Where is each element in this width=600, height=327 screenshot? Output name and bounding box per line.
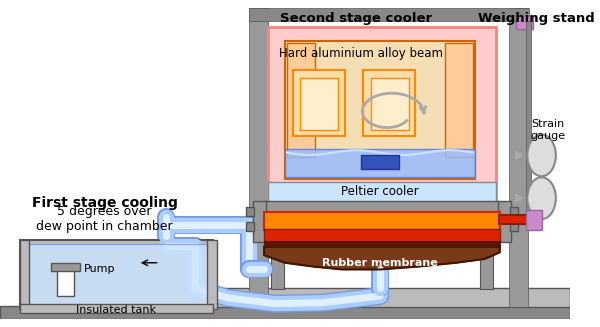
Bar (20, 240, 213, 309)
Bar (249, 8, 268, 307)
Bar (264, 213, 500, 230)
Text: Insulated tank: Insulated tank (76, 305, 156, 315)
Bar (57, 267, 74, 296)
Bar (445, 43, 473, 157)
Bar (52, 263, 80, 271)
Bar (363, 70, 415, 136)
Bar (509, 8, 528, 307)
Bar (499, 215, 532, 224)
Polygon shape (264, 247, 500, 269)
Text: Pump: Pump (83, 265, 115, 274)
Bar (371, 77, 409, 130)
Bar (268, 182, 496, 203)
Bar (480, 242, 493, 289)
Bar (24, 244, 209, 305)
Bar (285, 42, 475, 179)
Ellipse shape (527, 177, 556, 219)
Bar (293, 70, 345, 136)
Bar (361, 155, 399, 169)
Bar (264, 230, 500, 242)
Bar (268, 27, 496, 203)
Bar (526, 210, 542, 231)
Bar (0, 305, 570, 319)
Text: First stage cooling: First stage cooling (32, 196, 178, 210)
Text: Rubber membrane: Rubber membrane (322, 258, 438, 268)
Bar (264, 201, 500, 214)
Bar (300, 77, 338, 130)
Bar (207, 240, 217, 309)
Ellipse shape (527, 134, 556, 176)
Bar (285, 149, 475, 177)
Text: 5 degrees over
dew point in chamber: 5 degrees over dew point in chamber (36, 205, 173, 233)
Bar (264, 229, 500, 242)
Bar (246, 207, 254, 216)
Bar (20, 304, 213, 313)
Bar (287, 43, 316, 157)
Bar (498, 201, 511, 242)
Bar (214, 288, 570, 307)
Text: Hard aluminium alloy beam: Hard aluminium alloy beam (279, 47, 443, 60)
Bar (510, 207, 518, 216)
Text: Weighing stand: Weighing stand (478, 12, 595, 25)
Bar (253, 201, 266, 242)
Bar (516, 16, 533, 29)
Text: Strain
gauge: Strain gauge (530, 119, 566, 141)
Bar (249, 8, 529, 22)
Bar (264, 241, 500, 247)
Bar (271, 242, 284, 289)
Bar (246, 222, 254, 232)
Text: Second stage cooler: Second stage cooler (280, 12, 433, 25)
Text: Peltier cooler: Peltier cooler (341, 185, 419, 198)
Bar (510, 222, 518, 232)
Bar (20, 240, 29, 309)
Bar (526, 22, 531, 212)
